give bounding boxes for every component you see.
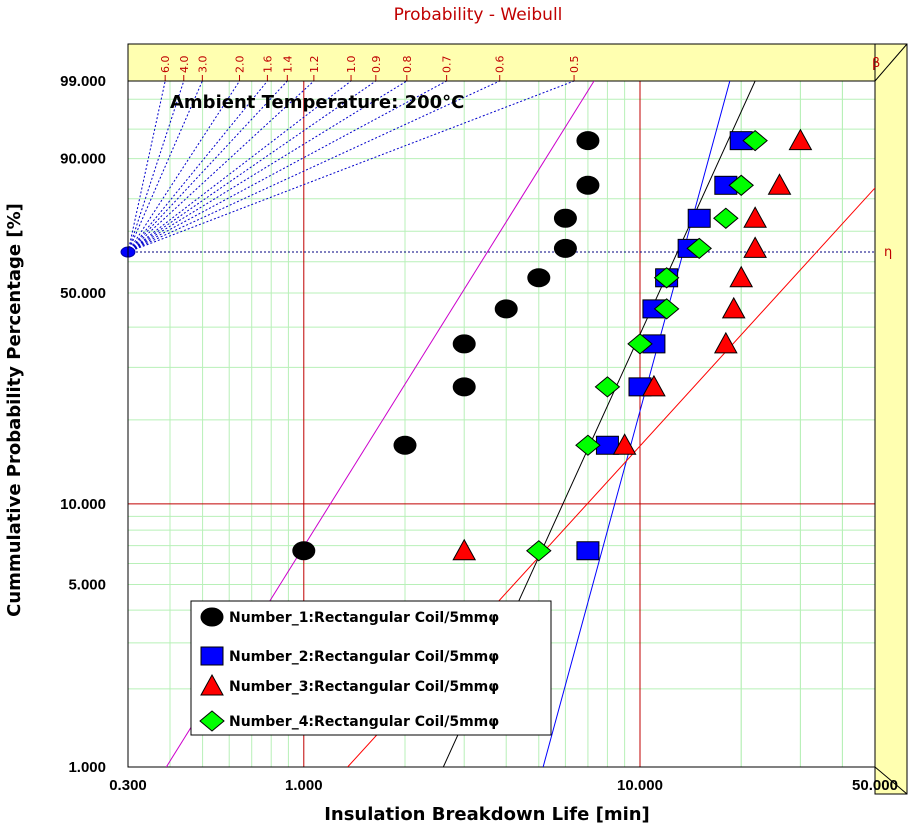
data-points [292,128,813,562]
data-point-ellipse [553,208,577,228]
beta-tick-label: 1.4 [281,56,294,74]
beta-tick-label: 1.2 [308,56,321,74]
x-tick-label: 10.000 [617,777,663,794]
legend-marker-diamond [199,710,225,732]
data-point-square [687,208,711,228]
beta-tick-label: 0.7 [441,56,454,74]
plot-border [127,80,876,768]
x-tick-label: 0.300 [109,777,147,794]
beta-ray [127,80,166,253]
eta-symbol: η [884,245,892,260]
annotation-temperature: Ambient Temperature: 200°C [170,92,464,113]
beta-ray [127,80,352,253]
data-point-ellipse [452,377,476,397]
data-point-ellipse [576,131,600,151]
data-point-ellipse [553,238,577,258]
beta-scale: 6.0 4.0 3.0 2.0 1.6 1.4 1.2 1.0 0.9 0.8 0.7 0.6 0.5 [120,56,581,258]
legend-label: Number_4:Rectangular Coil/5mmφ [229,714,499,730]
beta-tick-label: 1.0 [345,56,358,74]
beta-tick-label: 0.9 [370,56,383,74]
legend: Number_1:Rectangular Coil/5mmφ Number_2:R… [190,600,552,736]
data-point-diamond [575,434,601,456]
data-point-triangle [452,538,477,561]
legend-label: Number_1:Rectangular Coil/5mmφ [229,610,499,626]
legend-marker-triangle [200,673,224,696]
data-point-ellipse [393,435,417,455]
data-point-diamond [653,267,680,289]
legend-label: Number_2:Rectangular Coil/5mmφ [229,649,499,665]
data-point-diamond [686,237,712,260]
legend-marker-ellipse [200,607,224,627]
y-tick-label: 10.000 [60,496,106,513]
legend-box [190,600,552,736]
y-tick-label: 50.000 [60,285,106,302]
data-point-diamond [742,129,768,152]
beta-ray [127,80,268,253]
data-point-diamond [728,174,754,196]
beta-ray [127,80,408,253]
data-point-triangle [788,128,813,151]
data-point-ellipse [452,334,476,354]
beta-tick-label: 1.6 [261,56,274,74]
fit-line [542,81,731,767]
y-tick-label: 5.000 [68,577,106,594]
x-tick-label: 1.000 [285,777,323,794]
data-point-triangle [642,374,666,397]
data-point-diamond [713,207,739,229]
data-point-triangle [743,206,767,228]
data-point-triangle [612,433,637,455]
data-point-ellipse [494,299,518,319]
beta-tick-label: 6.0 [159,56,172,74]
data-point-ellipse [292,541,316,561]
beta-symbol: β [872,56,880,71]
y-tick-label: 1.000 [68,759,106,776]
data-point-triangle [729,265,754,288]
data-point-ellipse [527,268,551,288]
data-point-triangle [767,173,792,195]
beta-tick-label: 0.6 [494,56,507,74]
beta-tick-label: 0.8 [401,56,414,74]
beta-ray [127,80,185,253]
y-tick-labels: 1.000 5.000 10.000 50.000 90.000 99.000 [60,73,106,776]
beta-ray [127,80,288,253]
data-point-triangle [721,296,746,319]
x-tick-label: 50.000 [852,777,898,794]
data-point-diamond [526,540,552,562]
data-point-square [576,541,600,561]
data-point-diamond [653,298,680,320]
y-tick-label: 99.000 [60,73,106,90]
beta-tick-label: 3.0 [196,56,209,74]
y-axis-label: Cummulative Probability Percentage [%] [4,203,25,617]
beta-ray [127,80,447,253]
x-axis-label: Insulation Breakdown Life [min] [324,804,650,825]
beta-ray [127,80,500,253]
data-point-diamond [627,333,653,355]
beta-tick-label: 2.0 [234,56,247,74]
y-tick-label: 90.000 [60,151,106,168]
beta-tick-label: 0.5 [568,56,581,74]
data-point-triangle [713,331,738,354]
x-tick-labels: 0.300 1.000 10.000 50.000 [109,777,898,794]
beta-tick-label: 4.0 [178,56,191,74]
legend-marker-square [200,646,224,666]
chart-title: Probability - Weibull [394,5,563,25]
data-point-diamond [594,376,621,398]
beta-ray [127,80,203,253]
data-point-ellipse [576,175,600,195]
legend-label: Number_3:Rectangular Coil/5mmφ [229,679,499,695]
data-point-triangle [743,236,767,258]
